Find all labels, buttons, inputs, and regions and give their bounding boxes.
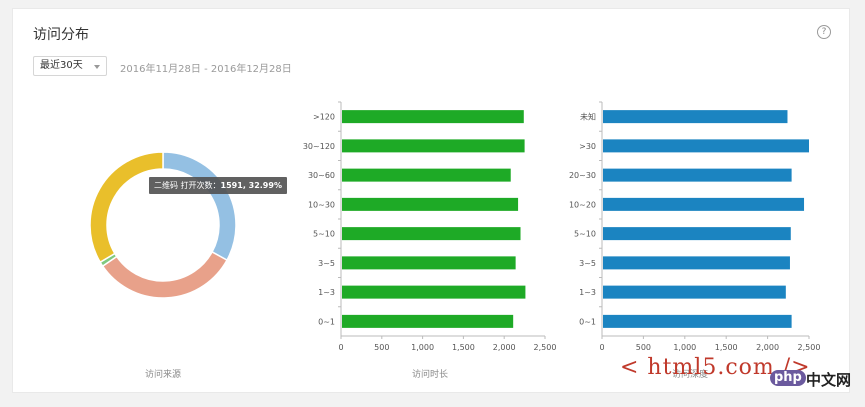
duration-caption: 访问时长 [412,368,448,380]
donut-slice [89,151,164,264]
bar [342,227,521,241]
y-tick-label: 0~1 [318,317,335,326]
bar [342,285,526,299]
y-tick-label: 1~3 [579,288,596,297]
bar [603,110,788,124]
y-tick-label: 10~20 [569,200,596,209]
bar [603,227,791,241]
y-tick-label: 20~30 [569,171,596,180]
donut-caption: 访问来源 [145,368,181,380]
date-range-select-label: 最近30天 [40,60,83,71]
y-tick-label: 10~30 [308,200,335,209]
x-tick-label: 2,500 [798,343,821,352]
bar [603,139,809,153]
page-title: 访问分布 [33,27,89,43]
x-tick-label: 2,500 [534,343,557,352]
duration-bar-chart: >120 30~120 30~60 10~30 5~10 3~5 1~3 0~1 0 500 1,0… [303,101,557,352]
watermark-cn: 中文网 [806,371,852,389]
date-range-text: 2016年11月28日 - 2016年12月28日 [120,64,292,75]
y-tick-label: 30~60 [308,171,335,180]
bar [342,168,511,182]
depth-bar-chart: 未知 >30 20~30 10~20 5~10 3~5 1~3 0~1 0 500 1,000 1,5… [569,101,821,352]
x-tick-label: 1,000 [411,343,434,352]
date-range-select[interactable]: 最近30天 [33,56,107,76]
y-tick-label: >30 [579,142,596,151]
bar [603,314,792,328]
tooltip-value: 1591, 32.99% [220,181,282,190]
x-tick-label: 2,000 [756,343,779,352]
y-tick-label: 1~3 [318,288,335,297]
bar [342,314,514,328]
bar [342,197,519,211]
bar [603,285,786,299]
y-tick-label: 3~5 [318,259,335,268]
watermark-badge: php [770,370,806,386]
y-tick-label: 5~10 [574,230,596,239]
x-tick-label: 0 [599,343,604,352]
bar [603,256,790,270]
bar [342,110,524,124]
x-tick-label: 2,000 [493,343,516,352]
x-tick-label: 0 [338,343,343,352]
x-tick-label: 1,500 [715,343,738,352]
bar [603,168,792,182]
x-tick-label: 500 [374,343,389,352]
source-donut-chart [89,151,237,299]
y-tick-label: >120 [313,113,335,122]
chevron-down-icon [94,65,100,69]
donut-slice [101,250,229,299]
bar [342,139,525,153]
donut-slice [162,151,237,262]
y-tick-label: 30~120 [303,142,335,151]
help-icon[interactable]: ? [817,25,831,39]
y-tick-label: 5~10 [313,230,335,239]
x-tick-label: 500 [636,343,651,352]
y-tick-label: 未知 [580,112,596,122]
pie-tooltip: 二维码 打开次数：1591, 32.99% [149,177,287,194]
depth-caption: 访问深度 [672,368,708,380]
y-tick-label: 3~5 [579,259,596,268]
bar [342,256,516,270]
x-tick-label: 1,000 [673,343,696,352]
y-tick-label: 0~1 [579,317,596,326]
bar [603,197,805,211]
x-tick-label: 1,500 [452,343,475,352]
tooltip-label: 二维码 打开次数： [154,181,221,190]
